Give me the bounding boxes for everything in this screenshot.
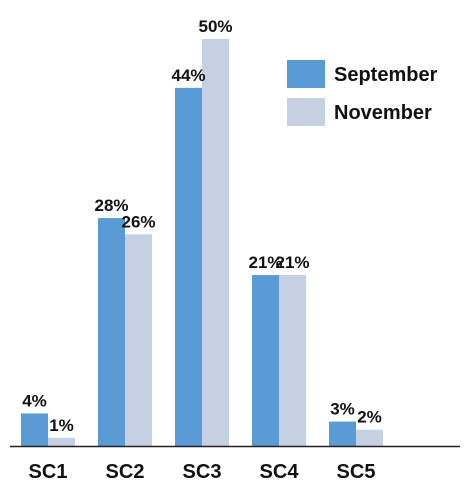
data-label-november-sc1: 1%	[49, 416, 74, 435]
data-label-september-sc4: 21%	[248, 253, 282, 272]
bar-september-sc1	[21, 413, 48, 446]
bar-september-sc2	[98, 218, 125, 446]
legend-label-november: November	[334, 102, 432, 124]
data-label-september-sc5: 3%	[330, 400, 355, 419]
x-tick-labels: SC1 SC2 SC3 SC4 SC5	[29, 461, 376, 483]
x-tick-label-sc2: SC2	[106, 461, 145, 483]
bar-september-sc4	[252, 275, 279, 446]
x-tick-label-sc1: SC1	[29, 461, 68, 483]
legend-swatch-november	[287, 98, 325, 126]
data-label-november-sc2: 26%	[121, 212, 155, 231]
data-label-september-sc2: 28%	[94, 196, 128, 215]
data-labels-layer: 4%1% 28%26% 44% 50% 21%21% 3% 2%	[22, 17, 382, 435]
bar-september-sc5	[329, 421, 356, 446]
data-label-september-sc1: 4%	[22, 391, 47, 410]
bar-september-sc3	[175, 87, 202, 446]
bar-november-sc4	[279, 275, 306, 446]
legend-swatch-september	[287, 60, 325, 88]
legend-label-september: September	[334, 64, 438, 86]
x-tick-label-sc3: SC3	[183, 461, 222, 483]
bar-november-sc2	[125, 234, 152, 446]
bar-november-sc1	[48, 437, 75, 446]
bar-november-sc5	[356, 429, 383, 446]
data-label-november-sc4: 21%	[275, 253, 309, 272]
x-tick-label-sc4: SC4	[260, 461, 300, 483]
data-label-september-sc3: 44%	[171, 66, 205, 85]
bars-layer	[21, 39, 383, 446]
x-tick-label-sc5: SC5	[337, 461, 376, 483]
data-label-november-sc3: 50%	[198, 17, 232, 36]
data-label-november-sc5: 2%	[357, 408, 382, 427]
bar-november-sc3	[202, 39, 229, 446]
legend: September November	[287, 60, 438, 126]
